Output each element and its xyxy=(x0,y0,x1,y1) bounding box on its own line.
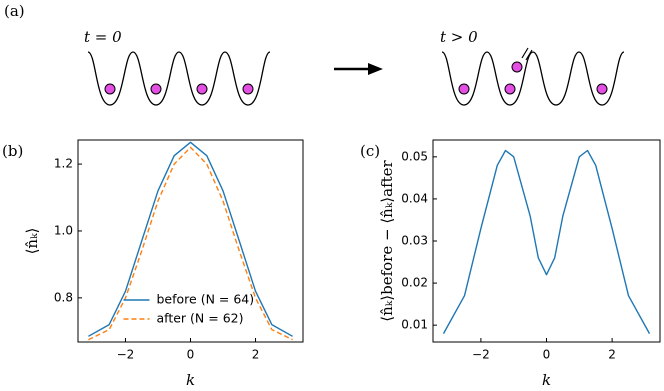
panel-label: (b) xyxy=(2,142,23,160)
x-tick-label: 0 xyxy=(187,348,195,362)
escape-mark xyxy=(521,47,533,61)
data-line xyxy=(442,149,651,334)
state-label: t > 0 xyxy=(440,28,478,46)
y-tick-label: 0.05 xyxy=(401,149,428,163)
plot-frame xyxy=(432,139,661,343)
y-tick-label: 0.8 xyxy=(54,290,73,304)
panel-label: (c) xyxy=(360,142,380,160)
arrow xyxy=(334,63,383,75)
x-tick-label: 2 xyxy=(252,348,260,362)
x-axis-label: k xyxy=(186,371,195,389)
state-label: t = 0 xyxy=(84,28,122,46)
potential-wells xyxy=(87,51,625,106)
legend-label: before (N = 64) xyxy=(157,292,255,307)
y-tick-label: 0.03 xyxy=(401,234,428,248)
y-axis-label: ⟨n̂ₖ⟩before − ⟨n̂ₖ⟩after xyxy=(378,159,396,321)
x-tick-label: 2 xyxy=(608,348,616,362)
x-tick-label: −2 xyxy=(472,348,490,362)
particles xyxy=(104,61,608,95)
data-line xyxy=(88,146,293,341)
panel-label: (a) xyxy=(4,2,25,20)
x-axis-label: k xyxy=(542,371,551,389)
y-axis-label: ⟨n̂ₖ⟩ xyxy=(23,228,41,255)
x-tick-label: −2 xyxy=(117,348,135,362)
y-tick-label: 0.02 xyxy=(401,276,428,290)
data-line xyxy=(88,141,293,337)
y-tick-label: 0.01 xyxy=(401,318,428,332)
x-tick-label: 0 xyxy=(543,348,551,362)
legend-label: after (N = 62) xyxy=(157,311,244,326)
y-tick-label: 1.2 xyxy=(54,157,73,171)
y-tick-label: 0.04 xyxy=(401,191,428,205)
y-tick-label: 1.0 xyxy=(54,223,73,237)
